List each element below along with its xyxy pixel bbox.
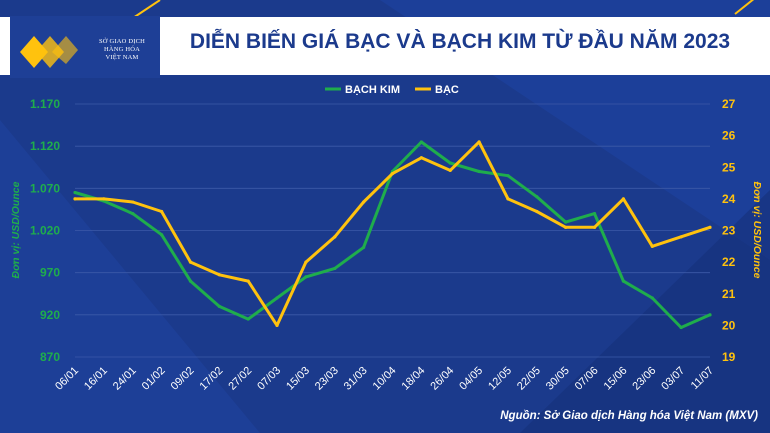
platinum-data-point [448, 161, 452, 165]
y-left-tick-label: 1.170 [30, 97, 60, 111]
silver-data-point [592, 225, 597, 229]
y-right-tick-label: 24 [722, 192, 736, 206]
x-tick-label: 11/07 [689, 365, 716, 392]
y-left-tick-label: 970 [40, 266, 60, 280]
platinum-data-point [419, 140, 423, 144]
silver-data-point [159, 209, 164, 214]
logo-mark-icon [20, 36, 78, 68]
silver-data-point [333, 235, 337, 239]
y-left-tick-label: 1.070 [30, 181, 60, 195]
y-left-axis-label: Đơn vị: USD/Ounce [10, 181, 22, 278]
y-left-tick-label: 920 [40, 308, 60, 322]
platinum-data-point [73, 190, 77, 195]
y-left-tick-label: 1.120 [30, 139, 60, 153]
x-tick-label: 16/01 [82, 365, 110, 393]
x-tick-label: 24/01 [111, 365, 139, 393]
platinum-data-point [217, 304, 221, 308]
platinum-data-point [333, 266, 337, 271]
y-left-tick-label: 870 [40, 350, 60, 364]
logo-line-2: HÀNG HÓA [103, 46, 141, 53]
x-tick-label: 23/06 [630, 365, 658, 393]
platinum-data-point [650, 296, 654, 300]
silver-data-point [621, 197, 626, 201]
platinum-data-point [679, 325, 683, 330]
x-tick-label: 26/04 [428, 365, 456, 393]
y-right-tick-label: 19 [722, 350, 736, 364]
x-tick-label: 22/05 [515, 365, 543, 393]
x-tick-label: 10/04 [371, 365, 399, 393]
silver-data-point [535, 209, 539, 214]
page-title: DIỄN BIẾN GIÁ BẠC VÀ BẠCH KIM TỪ ĐẦU NĂM… [189, 30, 731, 53]
x-tick-label: 07/06 [573, 365, 601, 393]
platinum-data-point [592, 212, 597, 216]
silver-data-point [246, 279, 250, 283]
x-tick-label: 17/02 [197, 365, 225, 393]
silver-data-point [477, 140, 481, 144]
x-tick-label: 27/02 [226, 365, 254, 393]
y-left-tick-label: 1.020 [30, 224, 60, 238]
x-tick-label: 23/03 [313, 365, 341, 393]
silver-data-point [275, 323, 279, 327]
silver-data-point [650, 244, 654, 248]
silver-data-point [506, 197, 510, 201]
logo-line-3: VIỆT NAM [105, 54, 139, 61]
x-tick-label: 07/03 [255, 365, 283, 393]
platinum-data-point [477, 169, 481, 174]
silver-data-point [564, 225, 568, 229]
y-right-tick-label: 25 [722, 160, 736, 174]
silver-data-point [448, 168, 452, 173]
platinum-data-point [304, 275, 308, 279]
y-right-tick-label: 27 [722, 97, 736, 111]
silver-data-point [188, 260, 193, 264]
platinum-data-point [506, 174, 510, 178]
silver-data-point [419, 156, 423, 160]
platinum-data-point [621, 279, 626, 283]
silver-data-point [131, 200, 135, 204]
logo-line-1: SỞ GIAO DỊCH [98, 38, 146, 45]
y-right-tick-label: 21 [722, 287, 736, 301]
silver-data-point [679, 235, 683, 239]
platinum-data-point [188, 279, 193, 283]
platinum-data-point [362, 245, 366, 249]
logo-text: SỞ GIAO DỊCH HÀNG HÓA VIỆT NAM [82, 38, 162, 62]
silver-data-point [304, 260, 308, 264]
logo: SỞ GIAO DỊCH HÀNG HÓA VIỆT NAM [10, 16, 160, 78]
legend-platinum-label: BẠCH KIM [345, 84, 400, 96]
silver-data-point [102, 197, 106, 201]
platinum-data-point [246, 317, 250, 321]
x-tick-label: 01/02 [140, 365, 168, 393]
platinum-data-point [708, 313, 712, 317]
x-tick-label: 18/04 [400, 365, 428, 393]
platinum-series-line [73, 140, 712, 329]
x-tick-label: 12/05 [486, 365, 514, 393]
platinum-data-point [535, 195, 539, 199]
y-right-tick-label: 22 [722, 255, 736, 269]
x-tick-label: 31/03 [342, 365, 370, 393]
x-tick-label: 15/03 [284, 365, 312, 393]
y-right-tick-label: 23 [722, 224, 736, 238]
x-tick-label: 03/07 [659, 365, 687, 393]
y-right-tick-label: 20 [722, 318, 736, 332]
y-right-tick-label: 26 [722, 129, 736, 143]
silver-data-point [362, 200, 366, 204]
silver-data-point [708, 225, 712, 229]
platinum-data-point [275, 296, 279, 300]
y-right-axis-label: Đơn vị: USD/Ounce [751, 182, 763, 279]
platinum-data-point [131, 212, 135, 216]
x-tick-label: 30/05 [544, 365, 572, 393]
silver-data-point [73, 197, 77, 201]
silver-data-point [217, 273, 221, 277]
legend-silver-label: BẠC [435, 84, 459, 96]
source-note: Nguồn: Sở Giao dịch Hàng hóa Việt Nam (M… [500, 410, 758, 422]
platinum-data-point [564, 220, 568, 224]
x-tick-label: 06/01 [53, 365, 81, 393]
x-tick-label: 15/06 [602, 365, 630, 393]
x-tick-label: 09/02 [169, 365, 197, 393]
x-tick-label: 04/05 [457, 365, 485, 393]
silver-data-point [390, 171, 395, 176]
platinum-data-point [159, 233, 164, 237]
